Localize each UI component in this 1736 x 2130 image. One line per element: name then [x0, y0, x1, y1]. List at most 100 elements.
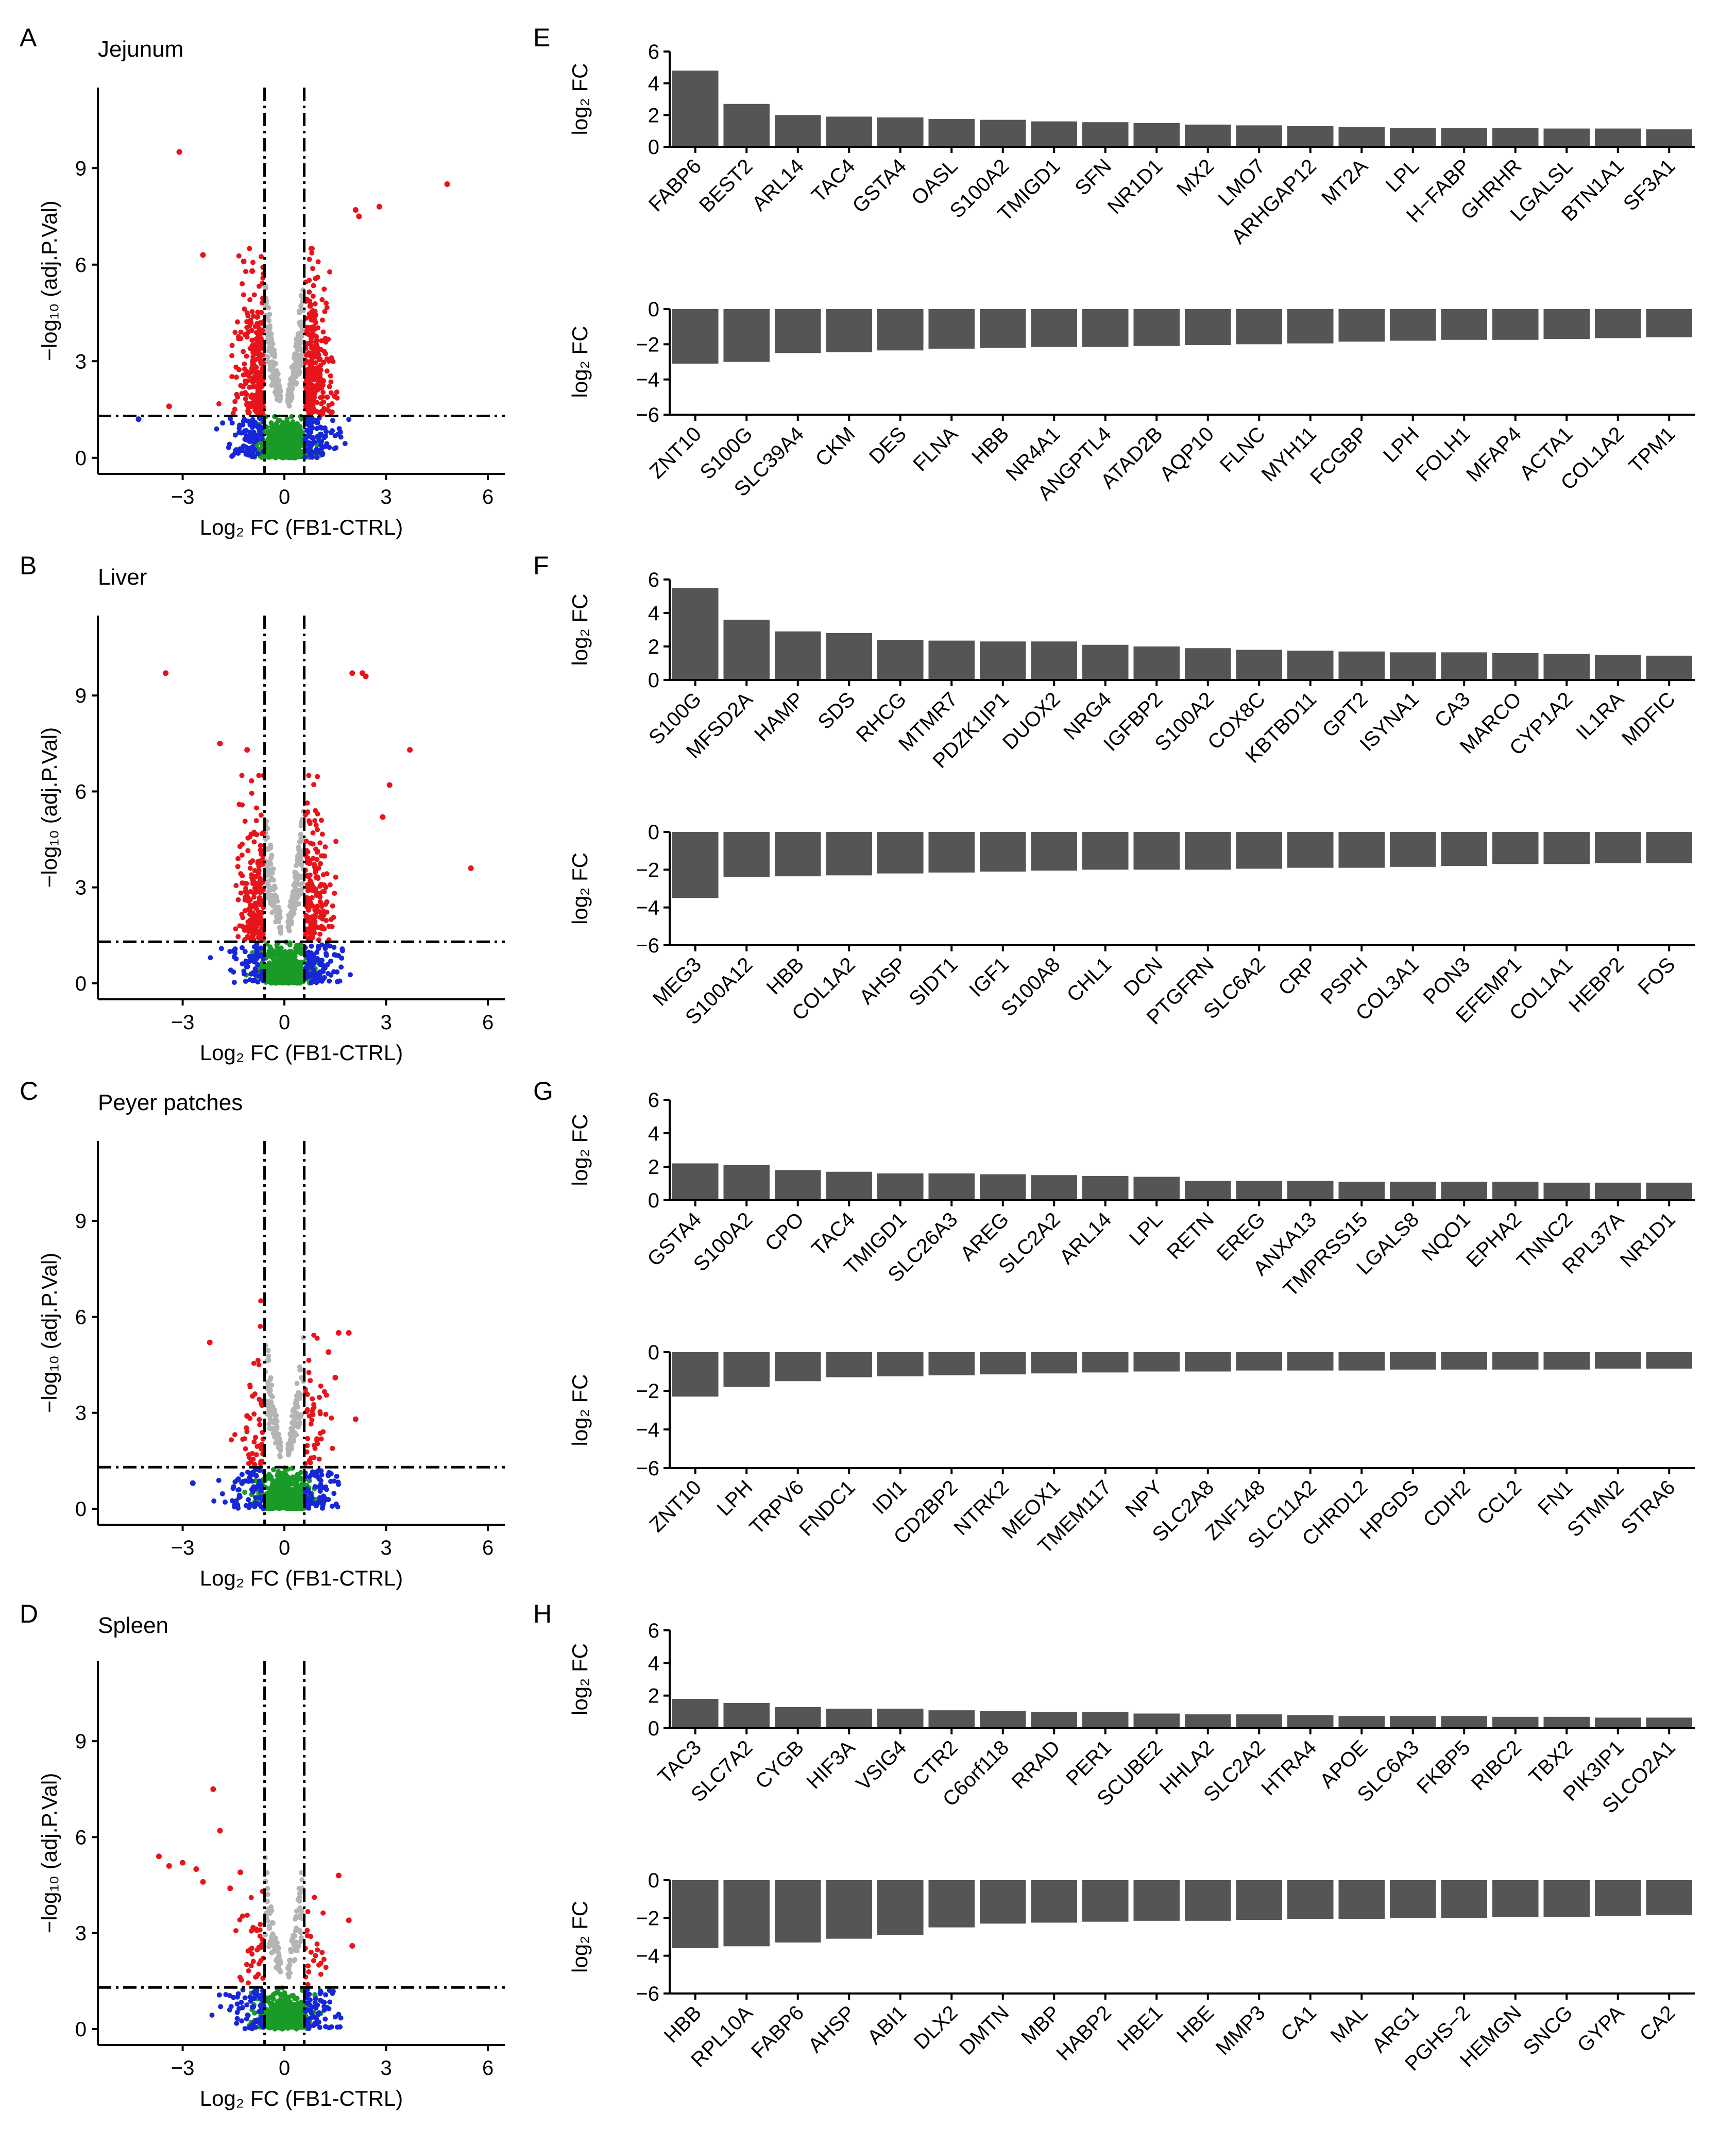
point-p-only: [275, 1944, 281, 1950]
point-significant: [308, 924, 314, 930]
point-significant: [310, 293, 316, 299]
point-outlier: [180, 1860, 186, 1866]
point-fc-only: [316, 2010, 322, 2016]
bar: [1492, 128, 1539, 147]
point-significant: [332, 394, 337, 399]
point-p-only: [286, 1957, 292, 1963]
panel-title: Spleen: [98, 1613, 168, 1638]
bar: [1594, 655, 1641, 680]
bar: [1184, 124, 1231, 147]
point-fc-only: [334, 979, 340, 984]
point-significant: [315, 275, 320, 280]
point-p-only: [292, 893, 298, 898]
point-none: [274, 438, 279, 444]
point-p-only: [290, 1408, 296, 1413]
point-none: [280, 1479, 285, 1485]
point-significant: [306, 1370, 312, 1375]
point-p-only: [299, 1877, 305, 1883]
category-label: DES: [865, 422, 911, 468]
point-none: [285, 971, 291, 977]
bar: [1492, 653, 1539, 680]
point-significant: [305, 1909, 311, 1915]
point-fc-only: [335, 1479, 341, 1485]
point-fc-only: [234, 449, 240, 454]
point-outlier: [335, 1330, 342, 1336]
point-significant: [315, 259, 321, 265]
point-fc-only: [235, 1505, 241, 1511]
point-significant: [236, 253, 242, 259]
point-significant: [324, 1392, 329, 1398]
point-significant: [258, 1921, 263, 1927]
point-significant: [324, 917, 329, 923]
point-p-only: [277, 925, 282, 930]
point-significant: [320, 1429, 326, 1435]
point-fc-only: [330, 1990, 335, 1996]
bar: [1031, 832, 1078, 871]
point-significant: [251, 839, 257, 845]
point-fc-only: [243, 958, 249, 964]
point-significant: [315, 346, 321, 351]
point-none: [287, 949, 293, 955]
point-p-only: [293, 1948, 299, 1953]
category-label: CHL1: [1063, 953, 1116, 1006]
point-significant: [246, 935, 251, 941]
point-significant: [321, 1956, 327, 1962]
point-p-only: [293, 863, 299, 868]
point-significant: [306, 332, 312, 337]
point-none: [292, 953, 298, 959]
point-fc-only: [242, 2026, 248, 2032]
point-significant: [330, 903, 335, 909]
point-fc-only: [234, 2001, 240, 2007]
point-fc-only: [321, 966, 327, 972]
point-outlier: [166, 403, 172, 410]
y-axis-label: log₂ FC: [568, 326, 592, 398]
point-significant: [314, 1438, 320, 1444]
point-significant: [320, 1910, 326, 1916]
point-p-only: [293, 1928, 298, 1934]
point-none: [267, 1491, 273, 1496]
point-significant: [307, 303, 313, 309]
point-outlier: [335, 1872, 342, 1879]
point-fc-only: [310, 419, 315, 424]
point-p-only: [270, 348, 276, 353]
point-fc-only: [232, 1502, 237, 1508]
y-tick-label: 6: [75, 1826, 87, 1849]
point-fc-only: [309, 964, 314, 970]
bar: [1133, 832, 1180, 870]
point-p-only: [265, 1379, 271, 1385]
point-p-only: [288, 1435, 294, 1441]
point-significant: [317, 1409, 323, 1415]
point-outlier: [217, 1828, 223, 1834]
point-fc-only: [234, 1994, 240, 2000]
bar: [1594, 128, 1641, 147]
point-fc-only: [312, 1484, 318, 1489]
point-significant: [326, 924, 332, 929]
panel-title: Jejunum: [98, 37, 183, 62]
point-p-only: [265, 1892, 270, 1897]
point-fc-only: [321, 2004, 327, 2009]
point-fc-only: [228, 2004, 234, 2009]
point-outlier: [135, 416, 142, 422]
point-none: [274, 942, 280, 948]
point-none: [295, 445, 301, 450]
point-significant: [243, 396, 248, 402]
point-p-only: [298, 293, 304, 298]
panel-letter: C: [20, 1077, 38, 1105]
point-fc-only: [327, 978, 332, 984]
point-fc-only: [245, 435, 251, 441]
bar: [1287, 126, 1334, 147]
point-none: [287, 1499, 293, 1505]
point-significant: [236, 367, 242, 372]
category-label: FCGBP: [1306, 422, 1372, 489]
point-p-only: [287, 915, 293, 921]
point-fc-only: [246, 2025, 252, 2031]
point-fc-only: [316, 1468, 321, 1473]
point-p-only: [271, 360, 277, 366]
bar: [928, 119, 975, 147]
point-significant: [235, 897, 241, 902]
point-outlier: [166, 1863, 172, 1869]
point-fc-only: [313, 2003, 319, 2008]
point-significant: [249, 1951, 255, 1957]
